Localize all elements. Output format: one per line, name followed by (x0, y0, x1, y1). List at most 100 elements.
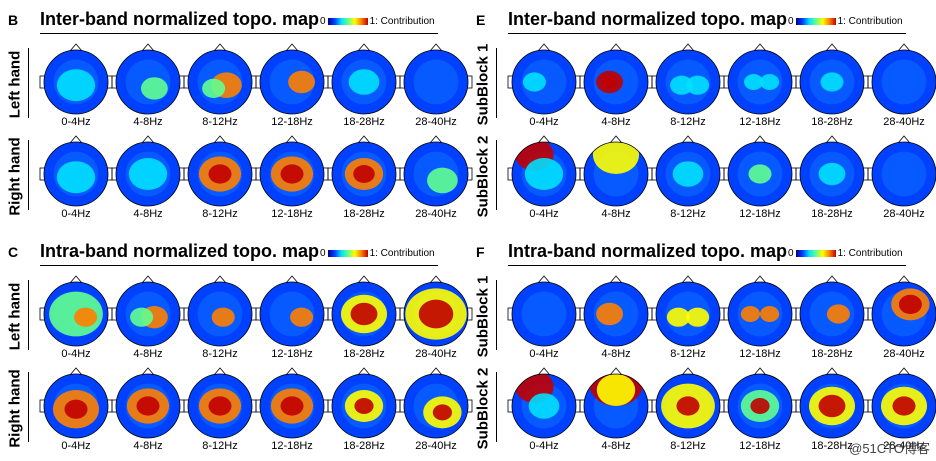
band-label: 12-18Hz (739, 116, 781, 128)
colorbar-max: 1 (837, 16, 844, 27)
activation-blob (432, 404, 452, 421)
activation-blob (350, 302, 378, 326)
nose (69, 367, 83, 376)
row-label: SubBlock 2 (474, 367, 492, 450)
topo-map (36, 38, 116, 129)
activation-blob (670, 75, 694, 95)
topo-map (396, 130, 476, 221)
topo-map (180, 270, 260, 361)
topo-map (864, 130, 936, 221)
colorbar-label: : Contribution (843, 248, 903, 259)
topo-map (180, 362, 260, 453)
nose (429, 367, 443, 376)
panel-title: Inter-band normalized topo. map (508, 9, 788, 29)
row-label: SubBlock 2 (474, 135, 492, 218)
band-label: 0-4Hz (529, 348, 559, 360)
row-label: SubBlock 1 (474, 43, 492, 126)
topo-map (504, 38, 584, 129)
activation-blob (760, 306, 780, 322)
activation-blob (524, 158, 564, 190)
activation-blob (898, 294, 922, 314)
nose (609, 275, 623, 284)
nose (681, 275, 695, 284)
band-label: 0-4Hz (61, 348, 91, 360)
nose (753, 135, 767, 144)
activation-blob (820, 72, 844, 92)
band-label: 12-18Hz (271, 348, 313, 360)
band-label: 28-40Hz (883, 440, 925, 452)
nose (213, 275, 227, 284)
row-label: Left hand (6, 50, 24, 119)
topo-map (108, 270, 188, 361)
topo-map (648, 38, 728, 129)
topo-map (36, 130, 116, 221)
row-label: Left hand (6, 282, 24, 351)
colorbar-max: 1 (369, 16, 376, 27)
band-label: 8-12Hz (202, 116, 238, 128)
nose (825, 135, 839, 144)
topo-map (648, 362, 728, 453)
row-separator (496, 140, 497, 210)
watermark: @51CTO博客 (849, 441, 930, 456)
nose (285, 275, 299, 284)
nose (357, 43, 371, 52)
activation-blob (348, 69, 380, 95)
topo-map (864, 362, 936, 453)
band-label: 18-28Hz (343, 208, 385, 220)
row-separator (496, 48, 497, 118)
nose (429, 275, 443, 284)
topo-map (36, 270, 116, 361)
topo-map (396, 362, 476, 453)
activation-blob (353, 165, 375, 183)
activation-blob (290, 307, 314, 327)
colorbar: 0 1 : Contribution (788, 248, 903, 259)
nose (429, 43, 443, 52)
topo-map (720, 38, 800, 129)
band-label: 28-40Hz (415, 116, 457, 128)
topo-map (576, 130, 656, 221)
nose (825, 275, 839, 284)
nose (753, 43, 767, 52)
nose (753, 275, 767, 284)
activation-blob (288, 70, 316, 94)
nose (69, 135, 83, 144)
topo-map (864, 38, 936, 129)
band-label: 18-28Hz (811, 208, 853, 220)
band-label: 18-28Hz (811, 348, 853, 360)
band-label: 8-12Hz (670, 440, 706, 452)
activation-blob (748, 164, 772, 184)
title-underline (508, 265, 906, 266)
activation-blob (826, 304, 850, 324)
topo-map (324, 38, 404, 129)
panel-c: C Intra-band normalized topo. map 0 1 : Con… (0, 232, 473, 461)
band-label: 12-18Hz (739, 208, 781, 220)
activation-blob (140, 77, 168, 100)
activation-blob (744, 74, 764, 90)
band-label: 4-8Hz (601, 208, 631, 220)
activation-blob (418, 299, 454, 329)
band-label: 0-4Hz (529, 116, 559, 128)
topo-map (504, 362, 584, 453)
row-separator (28, 140, 29, 210)
nose (681, 135, 695, 144)
topo-map (792, 130, 872, 221)
topo-map (576, 38, 656, 129)
row-label: SubBlock 1 (474, 275, 492, 358)
topo-map (792, 38, 872, 129)
activation-blob (280, 396, 304, 416)
nose (429, 135, 443, 144)
band-label: 12-18Hz (271, 440, 313, 452)
title-underline (508, 33, 906, 34)
nose (69, 43, 83, 52)
nose (897, 275, 911, 284)
panel-letter: E (476, 12, 486, 28)
band-label: 4-8Hz (601, 116, 631, 128)
activation-blob (750, 398, 770, 414)
nose (537, 135, 551, 144)
row-separator (496, 280, 497, 350)
nose (213, 367, 227, 376)
topo-map (252, 130, 332, 221)
activation-blob (354, 398, 374, 414)
colorbar-label: : Contribution (843, 16, 903, 27)
band-label: 28-40Hz (883, 348, 925, 360)
